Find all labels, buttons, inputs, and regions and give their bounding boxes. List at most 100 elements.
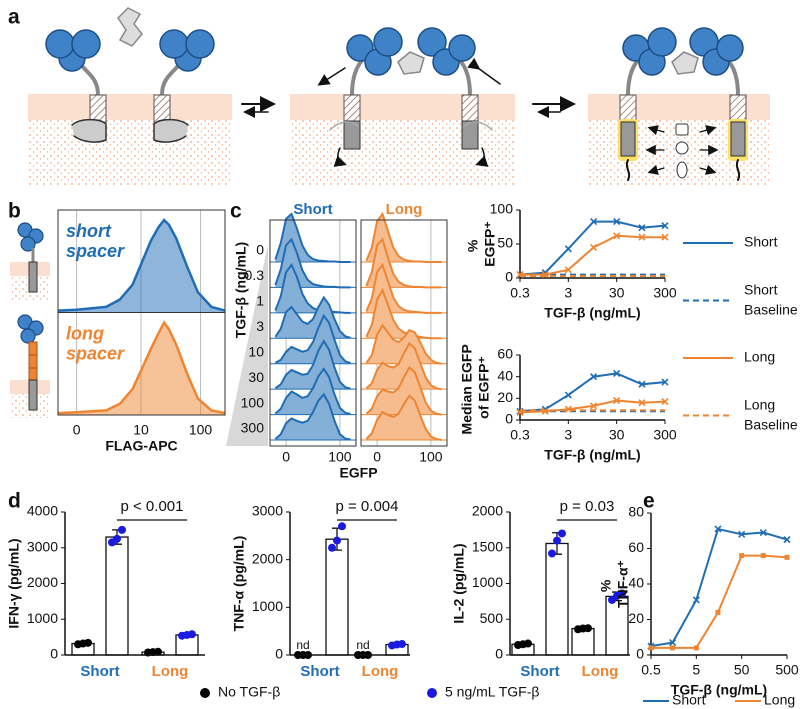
x-tick-label: 300 — [653, 285, 677, 301]
series-line — [651, 554, 788, 649]
x-tick-label: 50 — [734, 662, 750, 678]
x-tick-label: 100 — [328, 449, 352, 465]
legend-swatch — [200, 688, 210, 698]
x-tick-label: 100 — [419, 449, 443, 465]
x-tick-label: Short — [300, 663, 339, 680]
y-tick-label: 40 — [628, 575, 644, 591]
y-tick-label: 20 — [628, 610, 644, 626]
x-axis-label: TGF-β (ng/mL) — [544, 447, 640, 463]
significance-label: p = 0.03 — [560, 498, 615, 515]
y-tick-label: 40 — [497, 367, 513, 383]
ridge-fill — [275, 369, 351, 415]
ridge-line — [274, 367, 351, 416]
point-marker — [648, 645, 654, 651]
ridge-line — [274, 262, 351, 314]
x-tick-label: 0 — [73, 422, 81, 438]
y-tick-label: 3000 — [252, 503, 283, 519]
x-tick-label: Long — [362, 663, 399, 680]
y-tick-label: 1000 — [472, 574, 503, 590]
x-tick-label: Long — [152, 663, 189, 680]
x-tick-label: 100 — [189, 422, 213, 438]
row-label: 0 — [256, 242, 264, 258]
y-tick-label: 0 — [636, 646, 644, 662]
column-frame — [360, 219, 448, 447]
ridge-fill — [275, 394, 351, 440]
ridge-line — [274, 392, 351, 441]
y-tick-label: 0 — [505, 411, 513, 427]
y-tick-label: 1000 — [27, 610, 58, 626]
legend-label: Short Baseline — [744, 281, 798, 317]
legend-label: Short — [744, 234, 778, 250]
point-marker — [693, 645, 699, 651]
y-axis-label: IL-2 (pg/mL) — [451, 543, 467, 623]
column-header: Long — [386, 201, 423, 218]
density-fill — [58, 322, 225, 415]
y-tick-label: 4000 — [27, 503, 58, 519]
data-point — [118, 525, 126, 534]
y-tick-label: 1500 — [472, 538, 503, 554]
data-point — [188, 630, 196, 639]
x-tick-label: 30 — [609, 285, 625, 301]
ridge-fill — [275, 315, 351, 364]
y-tick-label: 2000 — [252, 550, 283, 566]
data-point — [84, 638, 92, 647]
point-marker — [739, 553, 745, 559]
ridge-line — [365, 394, 442, 441]
ridge-line — [274, 313, 351, 365]
data-point — [113, 534, 121, 543]
point-marker — [783, 536, 791, 544]
x-tick-label: 0 — [282, 449, 290, 465]
legend-label: Long — [764, 692, 795, 708]
x-tick-label: 3 — [564, 427, 572, 443]
row-label: 300 — [241, 420, 265, 436]
y-tick-label: 50 — [497, 235, 513, 251]
ridge-line — [274, 295, 351, 339]
x-tick-label: Short — [80, 663, 119, 680]
point-marker — [784, 554, 790, 560]
point-marker — [638, 233, 646, 241]
point-marker — [564, 266, 572, 274]
point-marker — [613, 217, 621, 226]
legend-label: Short — [672, 692, 706, 708]
x-tick-label: 30 — [609, 427, 625, 443]
y-axis-label: TNF-α (pg/mL) — [231, 536, 247, 632]
series-line — [520, 234, 665, 276]
y-axis-label: % TNF-α⁺ — [597, 560, 630, 608]
point-marker — [613, 396, 621, 405]
x-axis-label: TGF-β (ng/mL) — [671, 682, 767, 698]
x-axis-label: FLAG-APC — [105, 438, 177, 454]
point-marker — [715, 609, 721, 615]
ridge-fill — [366, 367, 442, 415]
point-marker — [613, 232, 621, 240]
y-tick-label: 60 — [628, 539, 644, 555]
ridge-line — [274, 339, 351, 390]
point-marker — [638, 380, 646, 388]
value-label: nd — [296, 638, 309, 652]
series-label: short spacer — [66, 221, 125, 261]
panel-b-icons — [10, 222, 268, 446]
density-line — [57, 218, 226, 312]
ridge-line — [365, 323, 442, 365]
y-tick-label: 2000 — [472, 503, 503, 519]
data-point — [553, 536, 561, 545]
density-line — [57, 320, 226, 415]
y-tick-label: 2000 — [27, 574, 58, 590]
point-marker — [590, 373, 598, 381]
ridge-fill — [366, 290, 442, 339]
value-label: nd — [356, 638, 369, 652]
ridge-line — [365, 365, 442, 416]
point-marker — [669, 639, 677, 647]
x-axis-label: TGF-β (ng/mL) — [544, 305, 640, 321]
x-tick-label: 0.5 — [641, 662, 661, 678]
legend-label: 5 ng/mL TGF-β — [445, 684, 539, 700]
bar — [325, 538, 349, 656]
x-tick-label: Short — [520, 663, 559, 680]
y-tick-label: 60 — [497, 346, 513, 362]
bar — [105, 536, 129, 656]
point-marker — [590, 402, 598, 410]
x-tick-label: 500 — [775, 662, 799, 678]
point-marker — [590, 243, 598, 251]
point-marker — [564, 245, 572, 253]
ridge-fill — [366, 395, 442, 440]
